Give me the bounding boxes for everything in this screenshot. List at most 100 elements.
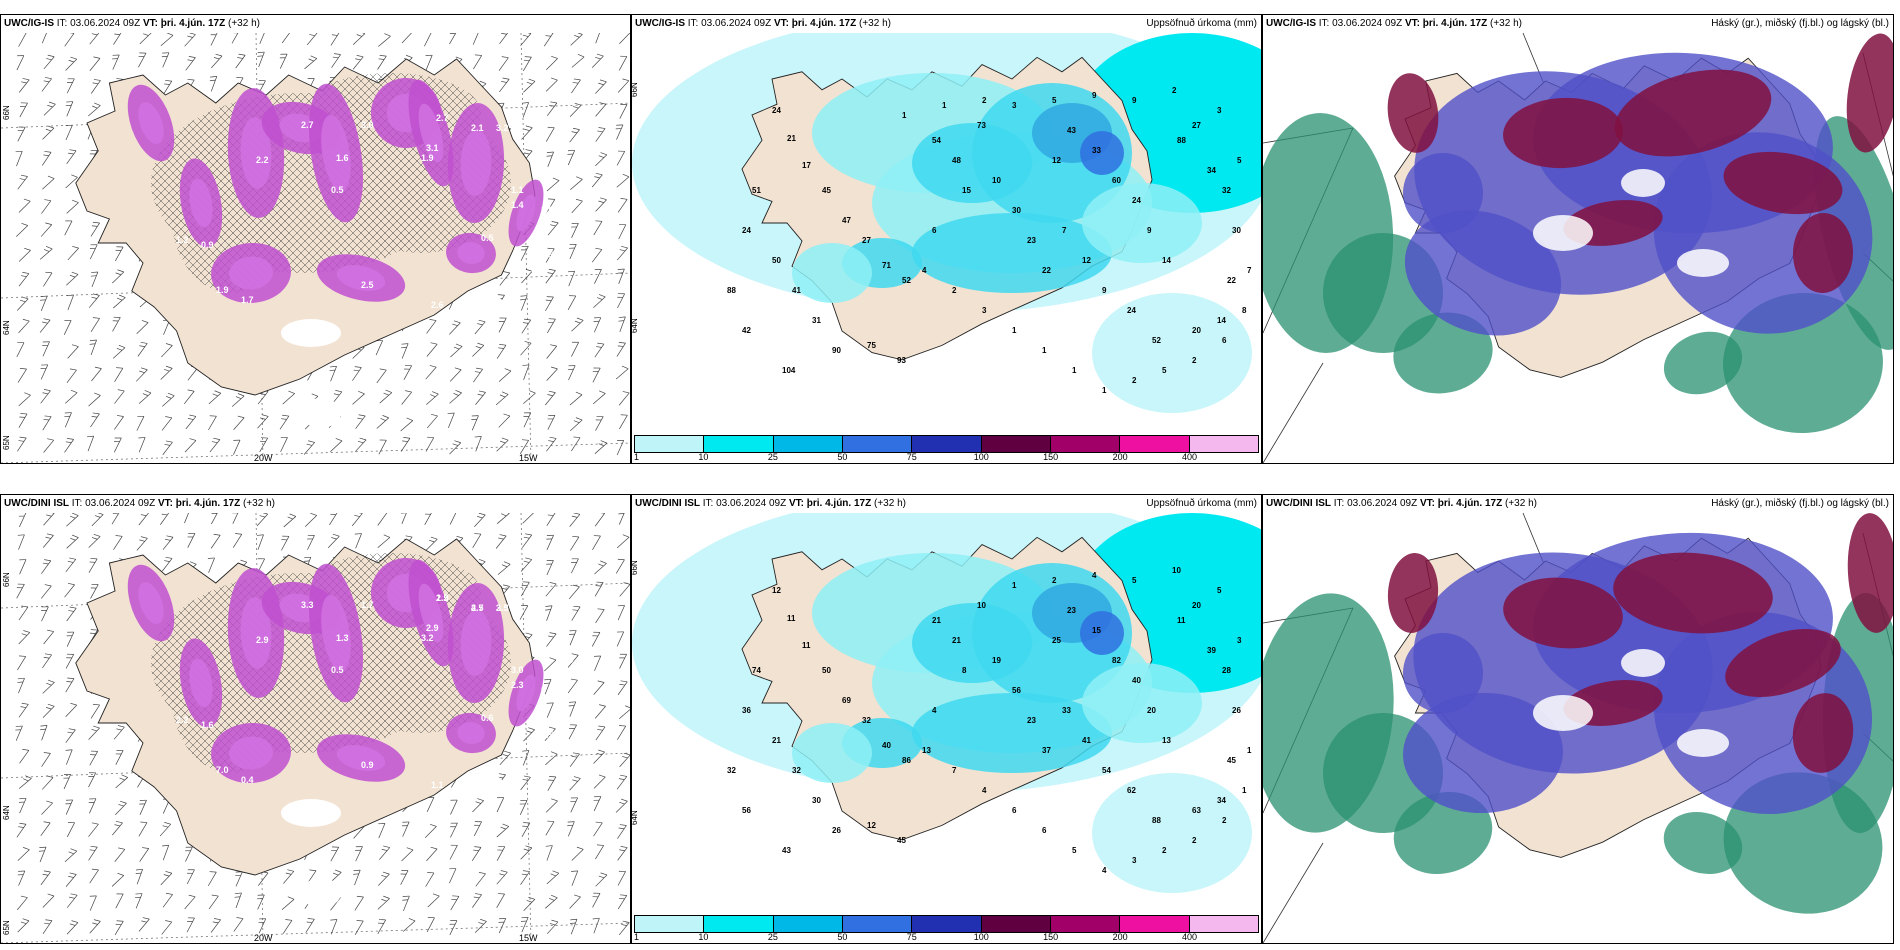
wind-barb <box>545 605 553 621</box>
snow-core <box>321 114 351 192</box>
wind-barb-staff <box>595 128 606 142</box>
wind-barb-flag <box>548 390 556 393</box>
wind-barb <box>231 33 241 44</box>
wind-barb-staff <box>256 513 268 527</box>
wind-barb-staff <box>617 725 627 740</box>
wind-barb-staff <box>162 52 170 68</box>
wind-barb-staff <box>43 272 53 287</box>
wind-barb-flag <box>432 893 440 897</box>
wind-barb-flag <box>165 870 172 874</box>
wind-barb-flag <box>24 392 31 396</box>
wind-barb-staff <box>40 822 51 837</box>
wind-barb-flag <box>403 437 410 439</box>
wind-barb-flag <box>526 81 533 85</box>
wind-barb-staff <box>378 35 391 47</box>
glacier <box>459 773 503 793</box>
wind-barb <box>42 919 53 935</box>
wind-barb <box>426 413 438 429</box>
wind-barb-flag <box>568 365 576 367</box>
wind-barb-staff <box>544 679 552 695</box>
wind-barb-staff <box>352 347 365 359</box>
precip-amount-label: 1 <box>1242 786 1247 795</box>
precip-amount-label: 6 <box>1042 826 1047 835</box>
wind-barb-flag <box>549 436 557 439</box>
wind-barb-staff <box>377 898 390 910</box>
clear-sky-gap <box>1533 215 1593 251</box>
wind-barb-flag <box>165 556 173 559</box>
wind-barb <box>567 678 578 694</box>
wind-barb-flag <box>237 415 245 419</box>
precip-amount-label: 10 <box>992 176 1001 185</box>
wind-barb-flag <box>547 820 555 822</box>
wind-barb-flag <box>92 105 98 109</box>
panel-title: UWC/DINI ISL IT: 03.06.2024 09Z VT: þri.… <box>1266 498 1537 509</box>
wind-barb-staff <box>88 295 100 308</box>
wind-barb-flag <box>21 605 29 608</box>
wind-barb-staff <box>113 437 122 453</box>
precip-amount-label: 71 <box>882 261 891 270</box>
wind-barb-flag <box>18 870 25 872</box>
wind-barb-flag <box>20 275 27 278</box>
wind-barb-staff <box>307 535 315 550</box>
wind-barb-flag <box>378 823 385 825</box>
wind-barb-flag <box>209 79 216 82</box>
wind-barb-staff <box>90 413 100 428</box>
wind-barb <box>567 150 575 166</box>
wind-barb-flag <box>600 440 608 444</box>
wind-barb-staff <box>496 846 506 861</box>
precip-area <box>1080 611 1124 655</box>
wind-barb-staff <box>449 920 458 936</box>
precip-amount-label: 15 <box>1092 626 1101 635</box>
wind-barb-flag <box>520 298 526 301</box>
cloud-map <box>1263 513 1893 943</box>
wind-barb-flag <box>306 921 313 923</box>
wind-barb-flag <box>116 297 123 301</box>
wind-barb-flag <box>547 126 555 129</box>
wind-barb-staff <box>161 345 173 358</box>
wind-barb-staff <box>401 343 409 359</box>
wind-barb-flag <box>622 173 630 178</box>
wind-barb-flag <box>46 800 53 804</box>
wind-barb-flag <box>497 893 505 895</box>
wind-barb-flag <box>573 513 580 515</box>
mid-cloud-area <box>1403 633 1483 713</box>
wind-barb-flag <box>19 436 27 439</box>
wind-barb <box>115 750 124 765</box>
wind-barb-flag <box>89 895 97 897</box>
wind-barb-flag <box>67 78 75 80</box>
wind-barb <box>570 535 580 551</box>
wind-barb-flag <box>118 344 126 348</box>
wind-barb-staff <box>593 296 606 308</box>
wind-barb-staff <box>184 896 196 910</box>
wind-barb <box>618 224 627 240</box>
colorbar-tick-label: 100 <box>973 932 989 942</box>
wind-barb <box>111 872 124 887</box>
wind-barb <box>424 823 437 838</box>
snow-depth-label: 0.5 <box>331 665 344 675</box>
wind-barb <box>569 513 581 527</box>
wind-barb-staff <box>19 102 28 118</box>
wind-barb-staff <box>595 199 607 212</box>
wind-barb-flag <box>48 101 56 105</box>
wind-barb-flag <box>261 414 269 417</box>
wind-barb-flag <box>497 294 505 296</box>
wind-barb <box>616 342 626 357</box>
wind-barb-flag <box>432 391 439 395</box>
wind-barb-staff <box>65 678 75 693</box>
wind-barb-flag <box>47 175 55 179</box>
wind-barb-staff <box>89 921 101 934</box>
wind-barb-flag <box>189 414 197 417</box>
wind-barb-staff <box>520 559 533 572</box>
wind-barb-flag <box>616 124 623 126</box>
wind-barb-staff <box>593 751 605 764</box>
wind-barb-flag <box>621 245 628 249</box>
wind-barb-flag <box>406 847 414 851</box>
wind-barb <box>18 392 31 407</box>
wind-barb-flag <box>594 317 601 319</box>
wind-barb-staff <box>593 776 606 789</box>
panel-title: UWC/DINI ISL IT: 03.06.2024 09Z VT: þri.… <box>635 498 906 509</box>
wind-barb <box>259 33 267 45</box>
wind-barb-flag <box>42 873 49 876</box>
wind-barb-flag <box>549 582 557 585</box>
precip-area <box>912 123 1032 203</box>
